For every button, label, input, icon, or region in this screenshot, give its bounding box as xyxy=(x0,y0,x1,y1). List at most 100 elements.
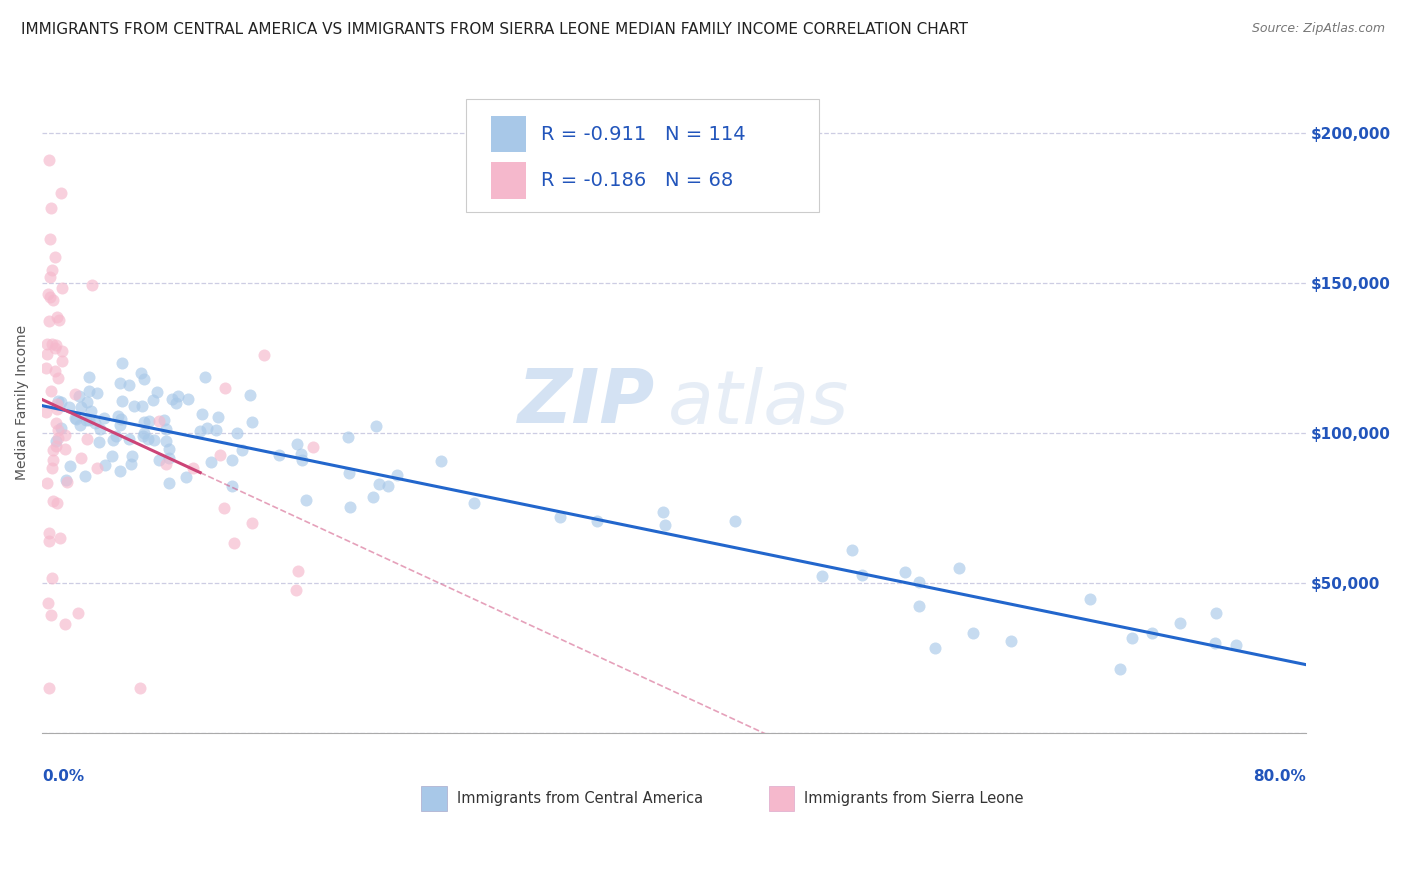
Point xyxy=(654,518,676,533)
Point xyxy=(226,426,249,441)
Point xyxy=(253,348,276,362)
Point xyxy=(55,475,77,489)
Point xyxy=(1121,631,1143,645)
Point xyxy=(111,394,134,409)
Point xyxy=(35,360,58,375)
Point xyxy=(105,429,128,443)
Point xyxy=(162,392,184,406)
Point xyxy=(38,314,60,328)
Point xyxy=(962,626,984,640)
Point xyxy=(94,458,117,472)
Point xyxy=(38,681,60,695)
Point xyxy=(45,397,67,411)
Point xyxy=(302,441,325,455)
Point xyxy=(894,566,917,580)
Point xyxy=(86,461,108,475)
Point xyxy=(155,434,177,449)
Point xyxy=(1204,636,1226,650)
Point xyxy=(214,381,236,395)
Point xyxy=(118,378,141,392)
Point xyxy=(65,387,87,401)
Point xyxy=(46,431,69,445)
Point xyxy=(145,384,167,399)
Point xyxy=(142,392,165,407)
Point xyxy=(41,263,63,277)
Point xyxy=(73,469,96,483)
Point xyxy=(121,450,143,464)
Point xyxy=(337,430,360,444)
Point xyxy=(77,413,100,427)
Point xyxy=(37,337,59,351)
Point xyxy=(908,574,931,589)
Point xyxy=(76,432,98,446)
Point xyxy=(41,293,63,307)
Point xyxy=(841,543,863,558)
Point xyxy=(44,341,66,355)
Point xyxy=(65,412,87,426)
Point xyxy=(285,437,308,451)
Point xyxy=(38,526,60,541)
Point xyxy=(45,439,67,453)
FancyBboxPatch shape xyxy=(769,786,794,812)
Point xyxy=(41,571,63,585)
Point xyxy=(44,250,66,264)
Point xyxy=(39,201,62,215)
Point xyxy=(204,423,226,437)
Point xyxy=(69,417,91,432)
Point xyxy=(38,290,60,304)
Point xyxy=(37,475,59,490)
Point xyxy=(1000,634,1022,648)
Point xyxy=(51,344,73,359)
Point xyxy=(38,533,60,548)
Point xyxy=(45,338,67,352)
Point xyxy=(1225,638,1247,652)
Text: Source: ZipAtlas.com: Source: ZipAtlas.com xyxy=(1251,22,1385,36)
Point xyxy=(207,410,229,425)
Point xyxy=(364,419,387,434)
FancyBboxPatch shape xyxy=(491,116,526,153)
Point xyxy=(118,432,141,446)
Point xyxy=(240,516,263,530)
FancyBboxPatch shape xyxy=(491,162,526,199)
Point xyxy=(652,505,675,519)
Point xyxy=(851,568,873,582)
Point xyxy=(155,457,177,471)
Point xyxy=(195,421,218,435)
Point xyxy=(46,394,69,409)
Point xyxy=(153,413,176,427)
Point xyxy=(165,396,187,410)
Point xyxy=(46,423,69,437)
Point xyxy=(811,569,834,583)
Point xyxy=(548,510,571,524)
Point xyxy=(46,310,69,325)
Point xyxy=(49,394,72,409)
Point xyxy=(37,287,59,301)
Point xyxy=(222,536,245,550)
FancyBboxPatch shape xyxy=(422,786,447,812)
Point xyxy=(176,392,198,406)
Point xyxy=(38,153,60,168)
Point xyxy=(69,400,91,414)
Point xyxy=(67,389,90,403)
Point xyxy=(585,515,607,529)
Point xyxy=(377,479,399,493)
Point xyxy=(86,386,108,401)
Point xyxy=(79,369,101,384)
Point xyxy=(134,426,156,441)
Point xyxy=(37,346,59,360)
Point xyxy=(53,428,76,442)
Point xyxy=(1205,606,1227,620)
Point xyxy=(948,560,970,574)
Point xyxy=(107,409,129,424)
Point xyxy=(174,469,197,483)
Point xyxy=(41,494,63,508)
Point xyxy=(53,442,76,456)
Point xyxy=(45,417,67,431)
Point xyxy=(1142,626,1164,640)
Point xyxy=(84,416,107,430)
Point xyxy=(35,405,58,419)
Point xyxy=(128,681,150,695)
Y-axis label: Median Family Income: Median Family Income xyxy=(15,326,30,481)
Point xyxy=(1109,662,1132,676)
Point xyxy=(49,186,72,200)
